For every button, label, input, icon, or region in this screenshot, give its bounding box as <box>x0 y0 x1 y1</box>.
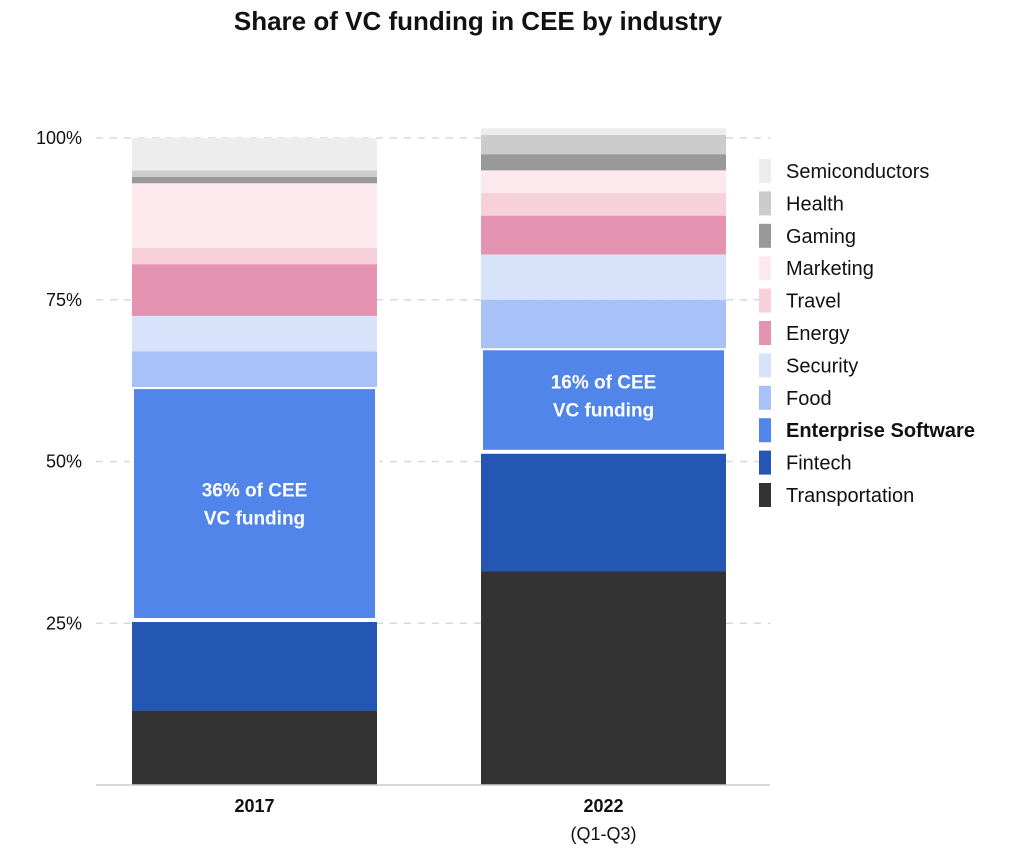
x-category-label-2022: 2022 <box>583 796 623 816</box>
bar-segment-2017-energy <box>132 264 377 316</box>
x-axis-labels: 2017 2022 (Q1-Q3) <box>234 796 636 844</box>
bar-segment-2022-travel <box>481 192 726 216</box>
bar-segment-2017-security <box>132 315 377 352</box>
bar-segment-2022-health <box>481 134 726 155</box>
legend-label-travel: Travel <box>786 291 841 313</box>
chart-title: Share of VC funding in CEE by industry <box>233 6 723 36</box>
bar-segment-2017-travel <box>132 247 377 265</box>
bar-segment-2022-semiconductors <box>481 128 726 135</box>
legend: Semiconductors Health Gaming Marketing Trave… <box>759 159 975 507</box>
legend-label-fintech: Fintech <box>786 453 852 475</box>
bar-segment-2017-health <box>132 170 377 177</box>
bar-segment-2017-transportation <box>132 710 377 785</box>
legend-label-food: Food <box>786 388 832 410</box>
bar-segment-2017-fintech <box>132 620 377 711</box>
bar-segment-2022-marketing <box>481 170 726 193</box>
legend-swatch-security <box>759 353 771 378</box>
legend-swatch-enterprise-software <box>759 418 771 443</box>
legend-swatch-energy <box>759 321 771 345</box>
x-category-subtitle-2022: (Q1-Q3) <box>570 824 636 844</box>
annotation-2022-line-1: 16% of CEE <box>551 372 657 393</box>
legend-swatch-semiconductors <box>759 159 771 183</box>
bar-segment-2022-gaming <box>481 154 726 171</box>
annotation-2017-line-1: 36% of CEE <box>202 481 308 502</box>
bar-layer <box>130 128 728 785</box>
bar-segment-2017-marketing <box>132 183 377 248</box>
bar-segment-2022-transportation <box>481 571 726 785</box>
bar-segment-2022-energy <box>481 215 726 255</box>
legend-swatch-fintech <box>759 450 771 475</box>
bar-segment-2017-food <box>132 351 377 388</box>
legend-label-semiconductors: Semiconductors <box>786 161 929 183</box>
bar-segment-2017-gaming <box>132 176 377 184</box>
bar-segment-2017-semiconductors <box>132 138 377 171</box>
bar-segment-2022-security <box>481 254 726 300</box>
bar-segment-2022-food <box>481 299 726 349</box>
bar-segment-2022-fintech <box>481 451 726 572</box>
x-category-label-2017: 2017 <box>234 796 274 816</box>
annotation-layer: 36% of CEE VC funding 16% of CEE VC funding <box>202 372 657 529</box>
legend-label-marketing: Marketing <box>786 258 874 280</box>
y-tick-label-50: 50% <box>46 452 82 472</box>
legend-swatch-marketing <box>759 256 771 281</box>
legend-swatch-food <box>759 385 771 410</box>
legend-swatch-gaming <box>759 223 771 248</box>
legend-label-health: Health <box>786 193 844 215</box>
y-tick-label-25: 25% <box>46 613 82 633</box>
legend-swatch-health <box>759 191 771 216</box>
legend-swatch-travel <box>759 288 771 313</box>
legend-label-energy: Energy <box>786 323 849 345</box>
y-tick-label-100: 100% <box>36 128 82 148</box>
legend-label-security: Security <box>786 355 858 377</box>
annotation-2017-line-2: VC funding <box>204 509 305 530</box>
legend-label-enterprise-software: Enterprise Software <box>786 420 975 442</box>
y-tick-label-75: 75% <box>46 290 82 310</box>
bar-segment-2017-enterprise-software <box>130 385 379 623</box>
legend-label-gaming: Gaming <box>786 226 856 248</box>
annotation-2022-line-2: VC funding <box>553 400 654 421</box>
legend-label-transportation: Transportation <box>786 485 914 507</box>
legend-swatch-transportation <box>759 483 771 507</box>
